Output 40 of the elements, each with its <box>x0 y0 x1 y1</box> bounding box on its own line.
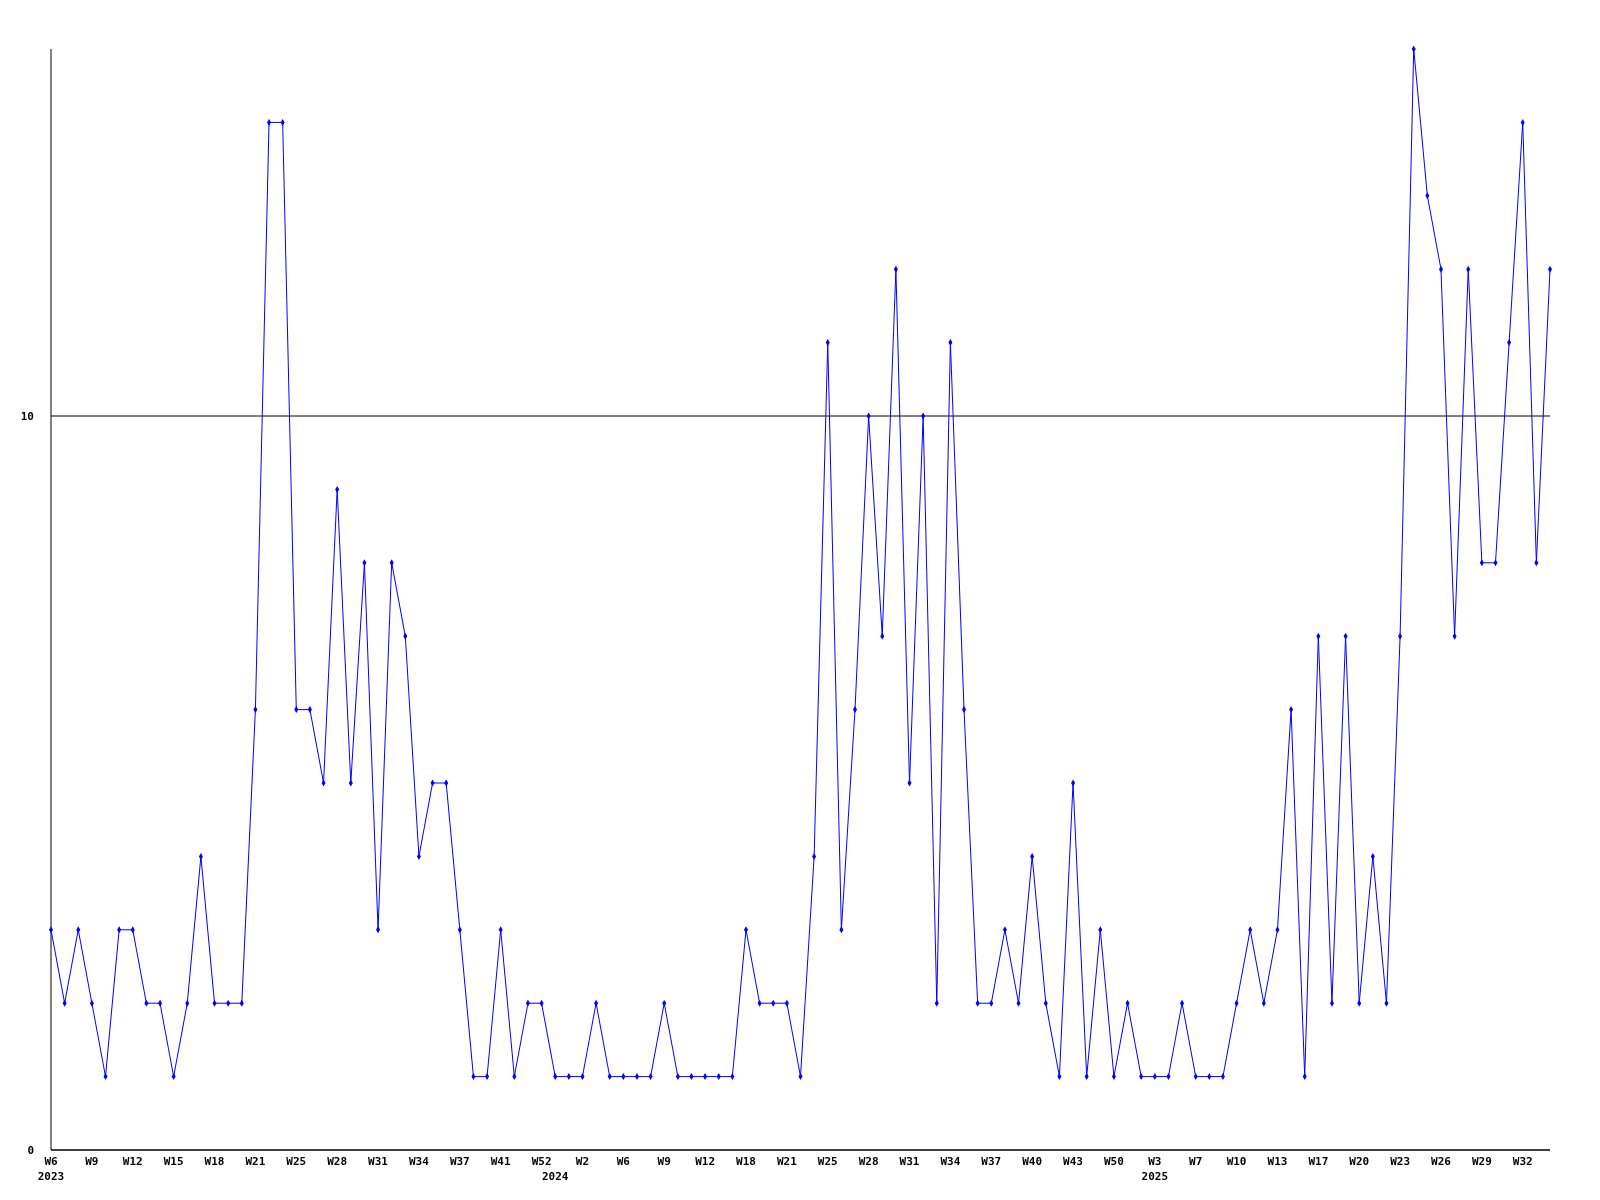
x-tick-label: W40 <box>1022 1155 1043 1168</box>
x-tick-label: 2024 <box>541 1170 569 1183</box>
x-tick-label: W28 <box>327 1155 348 1168</box>
x-tick-label: W2 <box>575 1155 590 1168</box>
x-tick-label: W13 <box>1267 1155 1288 1168</box>
x-tick-label: W17 <box>1308 1155 1329 1168</box>
x-tick-label: W3 2025 <box>1141 1155 1169 1183</box>
x-tick-label: W52 <box>531 1155 552 1168</box>
x-tick-label: W29 <box>1471 1155 1492 1168</box>
x-tick-label: W43 <box>1063 1155 1083 1168</box>
x-tick-label: W15 <box>163 1155 184 1168</box>
x-tick-label: W25 <box>817 1155 838 1168</box>
x-tick-label: W25 <box>286 1155 307 1168</box>
x-tick-label: W34 <box>409 1155 430 1168</box>
x-tick-label: W32 <box>1512 1155 1533 1168</box>
x-tick-label: W50 <box>1103 1155 1124 1168</box>
x-tick-label: W28 <box>858 1155 879 1168</box>
x-tick-label: W18 <box>736 1155 756 1168</box>
x-tick-label: W31 <box>899 1155 920 1168</box>
x-tick-label: W12 <box>695 1155 716 1168</box>
x-tick-label: W9 <box>657 1155 671 1168</box>
x-tick-label: W20 <box>1349 1155 1370 1168</box>
x-tick-label: W37 <box>449 1155 470 1168</box>
x-tick-label: W6 <box>616 1155 631 1168</box>
x-tick-label: W21 <box>776 1155 798 1168</box>
x-tick-label: W7 <box>1189 1155 1203 1168</box>
x-tick-label: W6 2023 <box>37 1155 65 1183</box>
x-tick-label: W21 <box>245 1155 266 1168</box>
x-tick-label: W12 <box>122 1155 143 1168</box>
x-tick-label: W26 <box>1431 1155 1452 1168</box>
x-tick-label: W10 <box>1226 1155 1247 1168</box>
x-tick-label: W37 <box>981 1155 1002 1168</box>
x-tick-label: W31 <box>368 1155 389 1168</box>
y-tick-label: 10 <box>20 409 34 423</box>
x-tick-label: W34 <box>940 1155 961 1168</box>
x-tick-label: W23 <box>1390 1155 1411 1168</box>
x-tick-label: W41 <box>490 1155 512 1168</box>
y-tick-label: 0 <box>27 1143 34 1157</box>
x-tick-label: W18 <box>204 1155 225 1168</box>
x-tick-label: W9 <box>85 1155 99 1168</box>
